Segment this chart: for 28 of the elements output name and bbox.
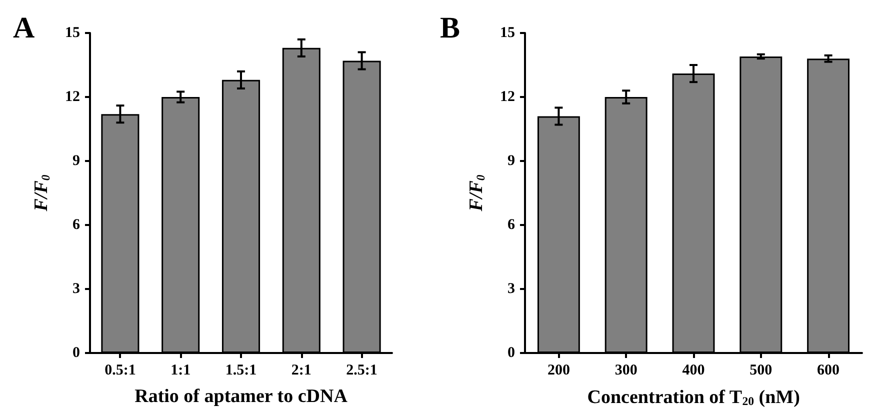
y-axis-title: F/F0: [466, 174, 488, 212]
y-tick-label: 9: [508, 153, 515, 169]
x-tick-label: 2.5:1: [346, 362, 378, 378]
y-tick-label: 6: [72, 217, 80, 233]
chart-title: A: [13, 12, 35, 44]
y-tick-label: 12: [500, 89, 515, 105]
y-tick-label: 3: [508, 281, 515, 297]
x-tick-label: 0.5:1: [104, 362, 136, 378]
x-tick-label: 500: [750, 362, 772, 378]
y-tick-label: 15: [65, 25, 80, 41]
y-tick-label: 0: [72, 345, 80, 361]
y-tick-label: 0: [508, 345, 515, 361]
y-tick-label: 12: [65, 89, 80, 105]
y-axis-title: F/F0: [31, 174, 52, 212]
y-tick-label: 3: [72, 281, 80, 297]
x-tick-label: 300: [614, 362, 638, 378]
x-tick-label: 600: [817, 362, 840, 378]
chart-title: B: [440, 12, 460, 44]
x-tick-label: 1.5:1: [225, 362, 257, 378]
x-tick-label: 1:1: [170, 362, 191, 378]
x-tick-label: 400: [682, 362, 705, 378]
x-tick-label: 200: [547, 362, 570, 378]
x-tick-label: 2:1: [291, 362, 312, 378]
x-axis-title: Ratio of aptamer to cDNA: [134, 386, 348, 407]
x-axis-title: Concentration of T20 (nM): [587, 386, 800, 408]
y-tick-label: 6: [508, 217, 516, 233]
y-tick-label: 15: [500, 25, 515, 41]
y-tick-label: 9: [72, 153, 80, 169]
